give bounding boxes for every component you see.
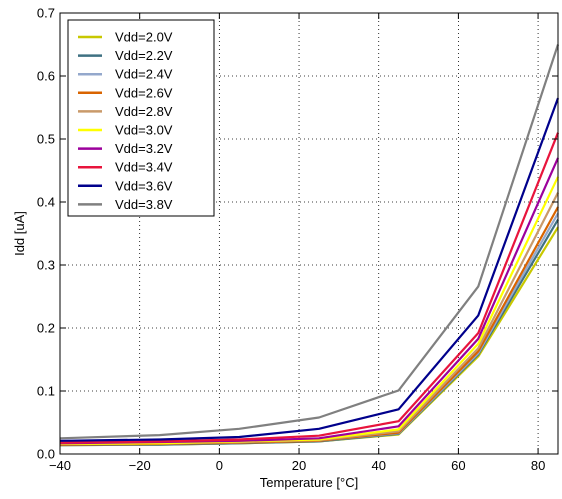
legend-label-2: Vdd=2.4V — [115, 67, 173, 82]
x-axis-label: Temperature [°C] — [260, 475, 358, 490]
series-line-8 — [59, 97, 560, 442]
legend-label-6: Vdd=3.2V — [115, 141, 173, 156]
x-tick-label: −20 — [129, 458, 151, 473]
y-tick-label: 0.0 — [37, 447, 55, 462]
legend-label-3: Vdd=2.6V — [115, 85, 173, 100]
x-tick-label: −40 — [49, 458, 71, 473]
legend-box — [67, 19, 215, 217]
legend-label-7: Vdd=3.4V — [115, 160, 173, 175]
x-tick-label: 20 — [292, 458, 306, 473]
legend-label-1: Vdd=2.2V — [115, 48, 173, 63]
legend-label-9: Vdd=3.8V — [115, 197, 173, 212]
x-tick-label: 40 — [371, 458, 385, 473]
plot-frame — [59, 12, 559, 455]
y-axis-label: Idd [uA] — [12, 211, 27, 256]
y-tick-label: 0.6 — [37, 69, 55, 84]
series-line-5 — [59, 176, 559, 445]
legend-items: Vdd=2.0V Vdd=2.2V Vdd=2.4V Vdd=2.6V Vdd=2.8V… — [78, 30, 173, 212]
legend-label-8: Vdd=3.6V — [115, 178, 173, 193]
y-tick-label: 0.2 — [37, 321, 55, 336]
legend-label-4: Vdd=2.8V — [115, 104, 173, 119]
series-line-7 — [59, 132, 560, 444]
y-tick-label: 0.1 — [37, 384, 55, 399]
y-tick-label: 0.4 — [37, 195, 55, 210]
legend-label-5: Vdd=3.0V — [115, 123, 173, 138]
x-tick-label: 60 — [451, 458, 465, 473]
series-lines — [59, 44, 560, 447]
tick-labels: −40 −20 0 20 40 60 80 0.0 0.1 0.2 0.3 0.4 0.5 0.6 0.7 — [37, 6, 545, 474]
y-tick-label: 0.3 — [37, 258, 55, 273]
legend-label-0: Vdd=2.0V — [115, 30, 173, 45]
y-tick-label: 0.5 — [37, 132, 55, 147]
series-line-9 — [59, 44, 560, 440]
y-tick-label: 0.7 — [37, 6, 55, 21]
x-tick-label: 0 — [216, 458, 223, 473]
legend: Vdd=2.0V Vdd=2.2V Vdd=2.4V Vdd=2.6V Vdd=2.8V… — [67, 19, 215, 217]
grid — [60, 13, 558, 454]
x-tick-label: 80 — [531, 458, 545, 473]
axis-ticks — [59, 12, 558, 455]
